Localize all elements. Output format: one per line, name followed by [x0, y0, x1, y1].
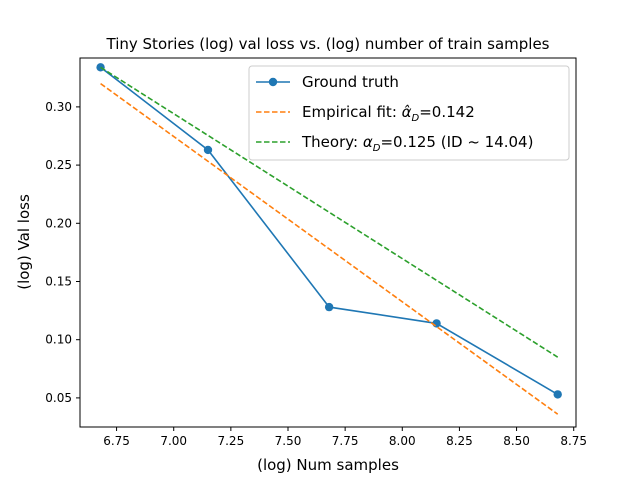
x-tick-label: 7.50 — [275, 434, 302, 448]
legend-theory-subscript: D — [373, 143, 381, 154]
x-axis-ticks: 6.75 7.00 7.25 7.50 7.75 8.00 8.25 8.50 8.75 — [103, 427, 587, 448]
x-tick-label: 8.75 — [560, 434, 587, 448]
legend-box — [248, 65, 570, 161]
series-line-theory — [100, 66, 559, 358]
data-point-ground-truth — [432, 319, 441, 328]
x-tick-label: 7.25 — [217, 434, 244, 448]
legend-label-theory: Theory: αD=0.125 (ID ~ 14.04) — [301, 133, 533, 154]
legend-empirical-prefix: Empirical fit: — [302, 103, 402, 121]
x-tick-label: 8.50 — [503, 434, 530, 448]
y-tick-label: 0.10 — [45, 333, 72, 347]
data-point-ground-truth — [203, 145, 213, 155]
y-tick-label: 0.25 — [45, 158, 72, 172]
data-point-ground-truth — [324, 302, 334, 312]
x-tick-label: 7.00 — [160, 434, 187, 448]
legend-empirical-suffix: =0.142 — [419, 103, 475, 121]
legend-theory-suffix: =0.125 (ID ~ 14.04) — [380, 133, 533, 151]
chart-title: Tiny Stories (log) val loss vs. (log) nu… — [106, 35, 550, 53]
y-tick-label: 0.05 — [45, 391, 72, 405]
x-tick-label: 7.75 — [332, 434, 359, 448]
x-tick-label: 8.25 — [446, 434, 473, 448]
series-layer — [96, 63, 562, 415]
legend-empirical-alpha-hat: α̂ — [402, 103, 412, 121]
legend-empirical-subscript: D — [412, 113, 420, 124]
x-tick-label: 6.75 — [103, 434, 130, 448]
legend-theory-prefix: Theory: — [301, 133, 363, 151]
x-tick-label: 8.00 — [389, 434, 416, 448]
legend-label-ground-truth: Ground truth — [302, 73, 399, 91]
legend-marker-ground-truth — [268, 77, 278, 87]
data-point-ground-truth — [553, 390, 562, 399]
y-axis-ticks: 0.05 0.10 0.15 0.20 0.25 0.30 — [45, 100, 80, 405]
y-tick-label: 0.20 — [45, 216, 72, 230]
y-tick-label: 0.30 — [45, 100, 72, 114]
y-tick-label: 0.15 — [45, 274, 72, 288]
legend-label-empirical-fit: Empirical fit: α̂D=0.142 — [302, 103, 475, 124]
legend-theory-alpha: α — [363, 133, 373, 151]
x-axis-label: (log) Num samples — [257, 456, 399, 474]
legend: Ground truth Empirical fit: α̂D=0.142 Th… — [248, 65, 570, 161]
series-line-empirical-fit — [100, 82, 559, 415]
y-axis-label: (log) Val loss — [15, 194, 33, 290]
